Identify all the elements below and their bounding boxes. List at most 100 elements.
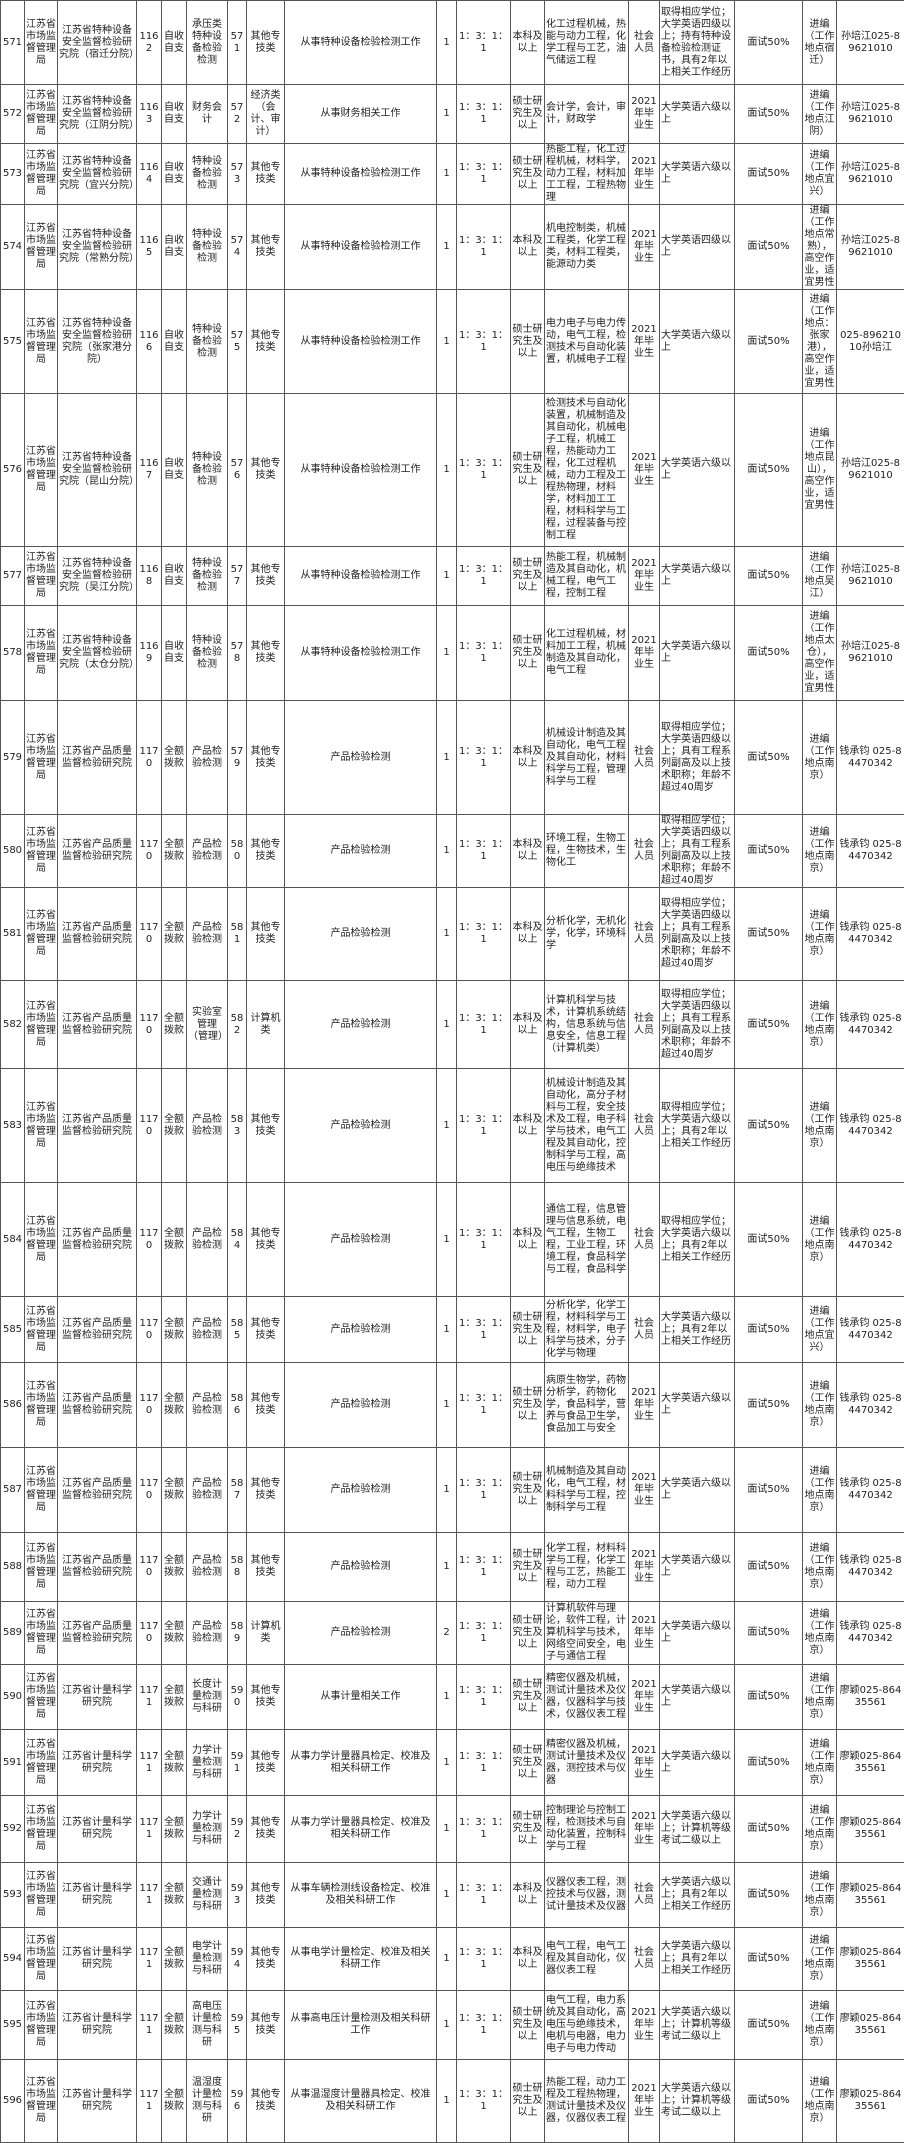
cell: 1 — [437, 981, 457, 1069]
cell: 1171 — [137, 1991, 162, 2060]
cell: 江苏省产品质量监督检验研究院 — [58, 1363, 137, 1448]
cell: 硕士研究生及以上 — [511, 1796, 545, 1863]
cell: 全额拨款 — [162, 1863, 187, 1928]
cell: 社会人员 — [629, 1183, 660, 1297]
cell: 机械设计制造及其自动化，高分子材料与工程，安全技术及工程，电子科学与技术，电气工… — [545, 1069, 629, 1183]
cell: 江苏省市场监督管理局 — [25, 1363, 58, 1448]
cell: 面试50% — [735, 1533, 803, 1602]
cell: 1 — [437, 606, 457, 701]
cell: 1 — [437, 1363, 457, 1448]
cell: 江苏省市场监督管理局 — [25, 290, 58, 394]
cell: 钱承钧 025-84470342 — [837, 888, 904, 981]
cell: 硕士研究生及以上 — [511, 1448, 545, 1533]
cell: 全额拨款 — [162, 2060, 187, 2143]
cell: 其他专技类 — [247, 701, 285, 815]
cell: 1171 — [137, 1796, 162, 1863]
cell: 实验室管理（管理） — [187, 981, 228, 1069]
cell: 产品检验检测 — [285, 1448, 437, 1533]
cell: 江苏省特种设备安全监督检验研究院（昆山分院） — [58, 394, 137, 547]
cell: 自收自支 — [162, 144, 187, 205]
cell: 全额拨款 — [162, 1796, 187, 1863]
cell: 2021年毕业生 — [629, 1448, 660, 1533]
cell: 社会人员 — [629, 1928, 660, 1991]
cell: 进编（工作地点太仓），高空作业，适宜男性 — [803, 606, 837, 701]
cell: 本科及以上 — [511, 888, 545, 981]
cell: 本科及以上 — [511, 1183, 545, 1297]
cell: 产品检验检测 — [285, 815, 437, 888]
cell: 电学计量检测与科研 — [187, 1928, 228, 1991]
cell: 其他专技类 — [247, 290, 285, 394]
cell: 1170 — [137, 815, 162, 888]
cell: 583 — [228, 1069, 247, 1183]
cell: 大学英语六级以上 — [660, 1730, 735, 1796]
cell: 机电控制类，机械工程类，化学工程类，材料工程类，能源动力类 — [545, 205, 629, 290]
cell: 孙培江025-89621010 — [837, 394, 904, 547]
cell: 589 — [228, 1602, 247, 1665]
cell: 1171 — [137, 2060, 162, 2143]
cell: 硕士研究生及以上 — [511, 547, 545, 606]
cell: 硕士研究生及以上 — [511, 85, 545, 144]
cell: 进编（工作地点常熟），高空作业，适宜男性 — [803, 205, 837, 290]
cell: 江苏省计量科学研究院 — [58, 1991, 137, 2060]
cell: 1171 — [137, 1665, 162, 1730]
cell: 大学英语六级以上；具有2年以上相关工作经历 — [660, 1928, 735, 1991]
cell: 面试50% — [735, 144, 803, 205]
cell: 全额拨款 — [162, 1730, 187, 1796]
cell: 产品检验检测 — [187, 1533, 228, 1602]
cell: 产品检验检测 — [187, 1602, 228, 1665]
cell: 面试50% — [735, 394, 803, 547]
cell: 产品检验检测 — [187, 701, 228, 815]
cell: 大学英语六级以上；具有2年以上相关工作经历 — [660, 1297, 735, 1363]
cell: 特种设备检验检测 — [187, 394, 228, 547]
cell: 1：3：1：1 — [457, 1991, 511, 2060]
cell: 江苏省市场监督管理局 — [25, 1183, 58, 1297]
cell: 进编（工作地点宜兴） — [803, 144, 837, 205]
cell: 硕士研究生及以上 — [511, 606, 545, 701]
cell: 1：3：1：1 — [457, 1297, 511, 1363]
cell: 1：3：1：1 — [457, 1183, 511, 1297]
cell: 廖颖025-86435561 — [837, 1928, 904, 1991]
cell: 自收自支 — [162, 85, 187, 144]
cell: 其他专技类 — [247, 1928, 285, 1991]
cell: 593 — [1, 1863, 25, 1928]
cell: 2021年毕业生 — [629, 290, 660, 394]
cell: 1167 — [137, 394, 162, 547]
cell: 硕士研究生及以上 — [511, 1602, 545, 1665]
cell: 江苏省市场监督管理局 — [25, 1796, 58, 1863]
cell: 江苏省特种设备安全监督检验研究院（宜兴分院） — [58, 144, 137, 205]
cell: 精密仪器及机械，测试计量技术及仪器，测控技术与仪器 — [545, 1730, 629, 1796]
cell: 精密仪器及机械，测试计量技术及仪器，仪器科学与技术，仪器仪表工程 — [545, 1665, 629, 1730]
cell: 进编（工作地点南京） — [803, 1602, 837, 1665]
cell: 其他专技类 — [247, 1863, 285, 1928]
cell: 进编（工作地点南京） — [803, 701, 837, 815]
cell: 2021年毕业生 — [629, 1533, 660, 1602]
cell: 进编（工作地点：张家港），高空作业，适宜男性 — [803, 290, 837, 394]
cell: 全额拨款 — [162, 1069, 187, 1183]
cell: 1 — [437, 1183, 457, 1297]
cell: 钱承钧 025-84470342 — [837, 1069, 904, 1183]
cell: 检测技术与自动化装置，机械制造及其自动化，机械电子工程，机械工程，热能动力工程，… — [545, 394, 629, 547]
cell: 594 — [1, 1928, 25, 1991]
cell: 589 — [1, 1602, 25, 1665]
cell: 江苏省产品质量监督检验研究院 — [58, 1183, 137, 1297]
cell: 面试50% — [735, 1928, 803, 1991]
cell: 江苏省特种设备安全监督检验研究院（宿迁分院） — [58, 1, 137, 85]
cell: 江苏省产品质量监督检验研究院 — [58, 888, 137, 981]
cell: 595 — [1, 1991, 25, 2060]
cell: 大学英语六级以上；计算机等级考试二级以上 — [660, 1796, 735, 1863]
cell: 财务会计 — [187, 85, 228, 144]
cell: 全额拨款 — [162, 1183, 187, 1297]
cell: 江苏省特种设备安全监督检验研究院（太仓分院） — [58, 606, 137, 701]
cell: 进编（工作地点南京） — [803, 1665, 837, 1730]
cell: 1：3：1：1 — [457, 1533, 511, 1602]
cell: 本科及以上 — [511, 205, 545, 290]
cell: 1170 — [137, 1363, 162, 1448]
cell: 578 — [1, 606, 25, 701]
cell: 575 — [228, 290, 247, 394]
